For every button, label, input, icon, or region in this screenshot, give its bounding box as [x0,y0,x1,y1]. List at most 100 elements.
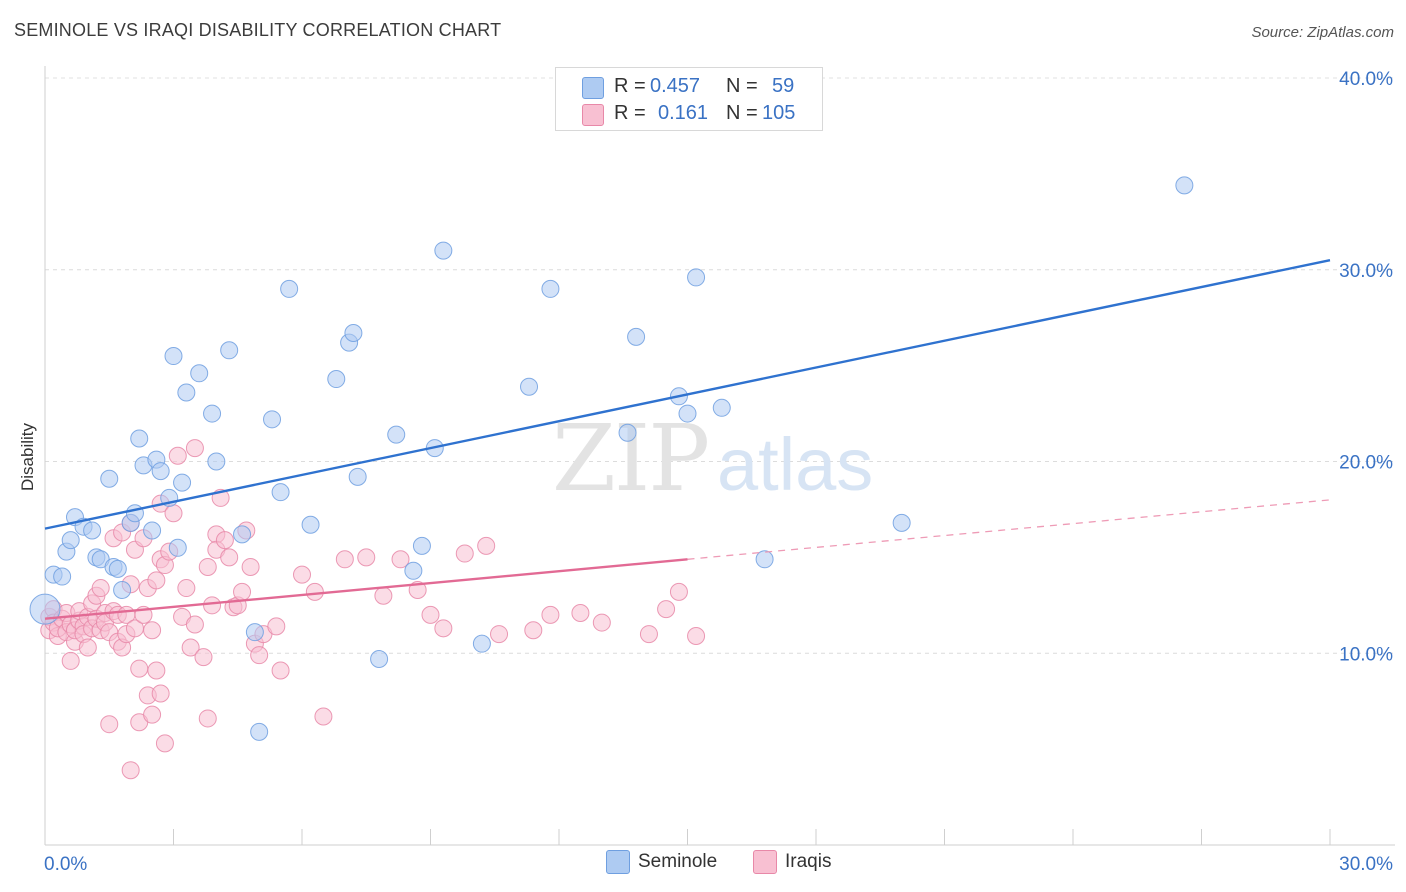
iraqis-point [314,707,333,726]
seminole-point [434,241,453,260]
seminole-point [472,634,491,653]
y-tick-label: 40.0% [1339,69,1393,90]
seminole-point [168,538,187,557]
iraqis-point [571,603,590,622]
bottom-legend-label-seminole: Seminole [638,851,718,872]
y-axis-label: Disability [18,422,37,491]
iraqis-point [78,638,97,657]
legend-swatch-iraqis [582,104,604,126]
iraqis-point [391,550,410,569]
iraqis-point [357,548,376,567]
seminole-point [250,722,269,741]
iraqis-point [164,504,183,523]
x-tick-label-max: 30.0% [1339,854,1393,875]
seminole-point [344,324,363,343]
seminole-point [280,279,299,298]
seminole-point [151,462,170,481]
seminole-point [207,452,226,471]
legend-n-value: 59 [772,75,795,97]
seminole-point [29,593,61,625]
seminole-point [301,515,320,534]
iraqis-point [203,596,222,615]
seminole-point [125,504,144,523]
iraqis-point [541,605,560,624]
iraqis-point [194,648,213,667]
legend-r-label: R = [614,75,646,97]
seminole-point [53,567,72,586]
bottom-legend-swatch-seminole [606,850,630,874]
seminole-point [164,347,183,366]
iraqis-point [185,615,204,634]
seminole-point [108,559,127,578]
iraqis-point [130,659,149,678]
iraqis-point [143,705,162,724]
seminole-point [61,531,80,550]
seminole-point [370,650,389,669]
seminole-point [755,550,774,569]
seminole-point [177,383,196,402]
iraqis-point [151,684,170,703]
iraqis-point [185,439,204,458]
bottom-legend-label-iraqis: Iraqis [785,851,832,872]
seminole-point [233,525,252,544]
legend-swatch-seminole [582,77,604,99]
iraqis-point [657,600,676,619]
iraqis-point [241,557,260,576]
seminole-point [541,279,560,298]
iraqis-point [181,638,200,657]
iraqis-point [155,734,174,753]
correlation-legend: R = 0.457 N = 59 R = 0.161 N = 105 [555,67,823,131]
seminole-point [404,561,423,580]
seminole-trend-line [44,258,1331,530]
seminole-point [892,513,911,532]
iraqis-point [267,617,286,636]
iraqis-point [374,586,393,605]
seminole-point [113,580,132,599]
watermark-atlas: atlas [717,423,873,506]
y-tick-label: 30.0% [1339,261,1393,282]
bottom-legend-swatch-iraqis [753,850,777,874]
iraqis-point [524,621,543,640]
tick-labels: 10.0% 20.0% 30.0% 40.0% 0.0% 30.0% [44,69,1393,875]
iraqis-point [121,761,140,780]
iraqis-point [233,582,252,601]
iraqis-point [61,651,80,670]
iraqis-point [147,571,166,590]
seminole-point [712,398,731,417]
seminole-point [263,410,282,429]
iraqis-point [477,536,496,555]
seminole-point [387,425,406,444]
iraqis-point [271,661,290,680]
iraqis-point [490,625,509,644]
seminole-point [83,521,102,540]
x-tick-label-min: 0.0% [44,854,87,875]
iraqis-point [198,557,217,576]
iraqis-trend-line-extrapolated [687,499,1331,560]
seminole-point [203,404,222,423]
iraqis-point [639,625,658,644]
trend-lines [44,258,1331,620]
iraqis-point [293,565,311,584]
seminole-point [520,377,539,396]
iraqis-point [220,548,239,567]
iraqis-trend-line [44,558,688,620]
axes [44,66,1395,846]
iraqis-point [455,544,474,563]
iraqis-point [305,582,324,601]
seminole-point [348,467,367,486]
iraqis-point [168,446,187,465]
iraqis-point [198,709,217,728]
legend-n-label: N = [726,75,758,97]
iraqis-point [100,715,119,734]
seminole-point [327,370,346,389]
y-tick-label: 20.0% [1339,453,1393,474]
iraqis-point [434,619,453,638]
seminole-point [412,536,431,555]
legend-r-value: 0.457 [650,75,701,97]
y-tick-label: 10.0% [1339,644,1393,665]
seminole-point [190,364,209,383]
iraqis-point [91,579,110,598]
iraqis-point [143,621,162,640]
legend-n-label: N = [726,102,758,124]
